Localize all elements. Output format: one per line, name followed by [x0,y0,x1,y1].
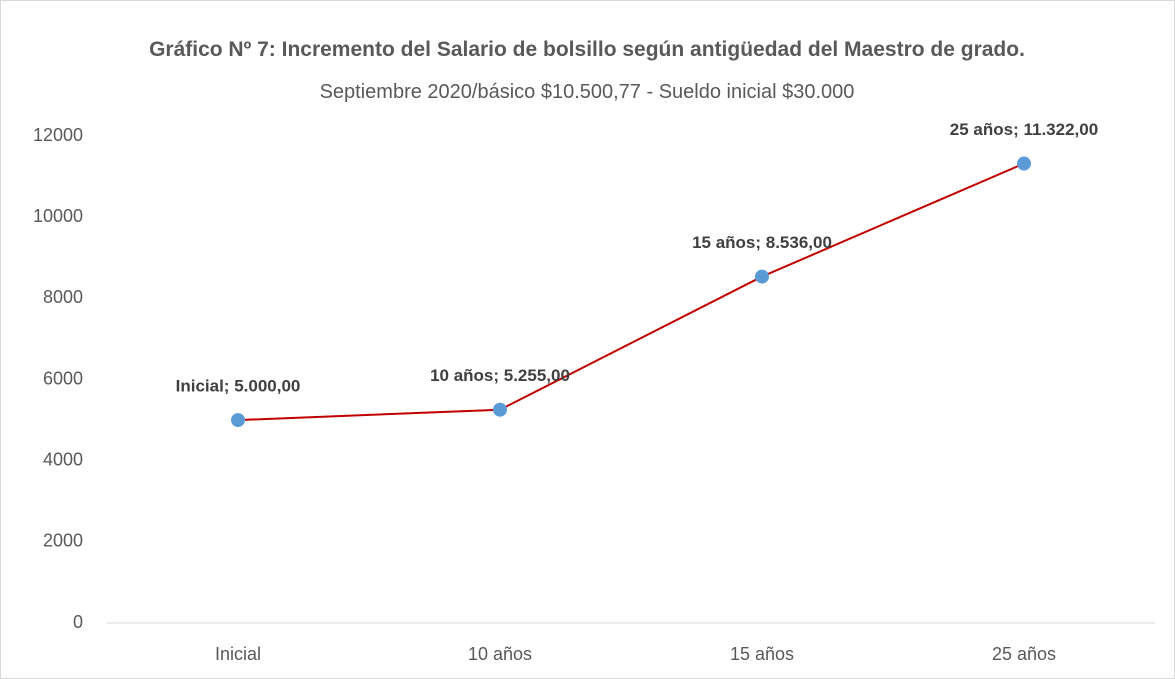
x-tick-label: 10 años [468,644,532,664]
data-point [1017,156,1031,171]
y-tick-label: 4000 [43,449,83,469]
data-label: 25 años; 11.322,00 [950,120,1098,139]
y-tick-label: 2000 [43,531,83,551]
y-tick-label: 0 [73,612,83,632]
chart-title-block: Gráfico Nº 7: Incremento del Salario de … [127,30,1047,114]
x-tick-label: Inicial [215,644,261,664]
x-tick-label: 25 años [992,644,1056,664]
x-tick-label: 15 años [730,644,794,664]
data-label: Inicial; 5.000,00 [176,377,301,396]
y-tick-label: 10000 [33,206,83,226]
y-tick-label: 6000 [43,368,83,388]
data-label: 10 años; 5.255,00 [430,366,570,385]
data-line [237,162,1025,422]
data-point [231,413,245,428]
y-tick-label: 12000 [33,125,83,145]
data-point [755,269,769,284]
chart-title: Gráfico Nº 7: Incremento del Salario de … [149,38,1025,61]
y-tick-label: 8000 [43,287,83,307]
data-point [493,402,507,417]
chart-subtitle: Septiembre 2020/básico $10.500,77 - Suel… [319,81,855,103]
data-label: 15 años; 8.536,00 [692,233,832,252]
